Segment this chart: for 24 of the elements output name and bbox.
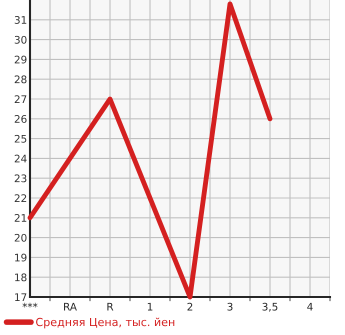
y-tick-label: 23 <box>14 174 26 182</box>
y-tick-label: 18 <box>15 273 27 282</box>
y-tick-label: 29 <box>14 56 26 64</box>
y-tick-label: 30 <box>14 36 27 44</box>
y-tick-label: 20 <box>14 234 27 242</box>
x-tick-label: 3,5 <box>262 302 278 312</box>
y-tick-label: 21 <box>14 214 26 222</box>
y-tick-label: 25 <box>14 134 26 143</box>
y-tick-label: 31 <box>14 16 26 24</box>
x-tick-label: 2 <box>187 302 192 310</box>
x-tick-label: 1 <box>148 302 152 310</box>
x-tick-label: R <box>107 302 114 310</box>
x-tick-label: RA <box>64 302 77 310</box>
legend-label: Средняя Цена, тыс. йен <box>36 318 174 328</box>
y-tick-label: 19 <box>15 254 26 262</box>
x-tick-label: 3 <box>227 302 232 311</box>
x-tick-label: 4 <box>307 302 313 310</box>
y-tick-label: 26 <box>14 115 27 123</box>
y-tick-label: 28 <box>14 75 27 84</box>
x-tick-label: *** <box>22 302 38 308</box>
y-tick-label: 22 <box>14 194 26 202</box>
y-tick-label: 24 <box>14 154 27 162</box>
y-tick-label: 27 <box>14 95 26 103</box>
y-tick-label: 17 <box>15 293 26 301</box>
